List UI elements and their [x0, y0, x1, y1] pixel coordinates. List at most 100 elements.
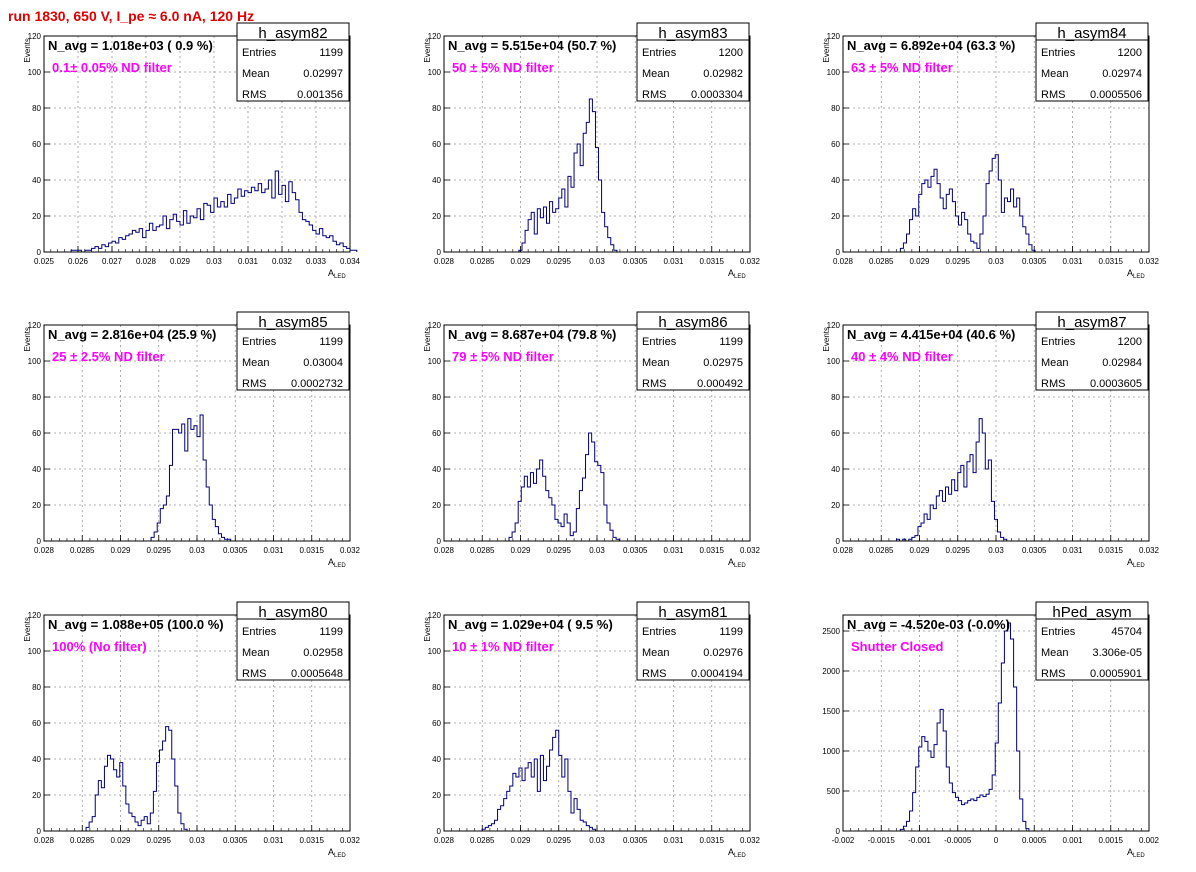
x-tick-label: 0.0315 [700, 546, 725, 555]
y-tick-label: 60 [432, 719, 441, 728]
y-axis-label: Events [822, 327, 831, 351]
stats-label: Mean [642, 68, 670, 80]
stats-value: 0.02975 [703, 357, 743, 369]
y-tick-label: 40 [432, 755, 441, 764]
x-tick-label: 0.029 [909, 546, 930, 555]
filter-label: 25 ± 2.5% ND filter [52, 349, 165, 364]
histogram-line-h_asym82 [70, 170, 358, 253]
stats-label: RMS [1041, 668, 1065, 680]
stats-label: RMS [1041, 89, 1065, 101]
n-avg-header: N_avg = 1.018e+03 ( 0.9 %) [48, 38, 213, 53]
x-tick-label: 0.026 [68, 257, 89, 266]
stats-value: 1199 [319, 336, 343, 348]
x-tick-label: 0.0015 [1099, 836, 1124, 845]
y-axis-label: Events [423, 38, 432, 62]
y-tick-label: 80 [831, 393, 840, 402]
stats-label: Mean [642, 647, 670, 659]
x-axis-label-subscript: LED [334, 853, 346, 859]
stats-label: Entries [1041, 626, 1076, 638]
y-tick-label: 40 [831, 176, 840, 185]
y-axis-label: Events [23, 327, 32, 351]
y-tick-label: 0 [836, 827, 841, 836]
x-axis-label: ALED [1127, 557, 1145, 569]
histogram-line-h_asym83 [518, 98, 618, 252]
n-avg-header: N_avg = 1.088e+05 (100.0 %) [48, 617, 224, 632]
y-tick-label: 120 [428, 321, 442, 330]
histogram-line-h_asym81 [481, 729, 596, 831]
stats-value: 0.000492 [697, 378, 743, 390]
histogram-panel-h_asym85: 0.028 0.0285 0.029 0.0295 0.03 0.0305 0.031 0.0… [23, 311, 361, 569]
y-tick-label: 20 [32, 212, 41, 221]
y-tick-label: 20 [432, 791, 441, 800]
page-title: run 1830, 650 V, I_pe ≈ 6.0 nA, 120 Hz [8, 8, 255, 24]
x-tick-label: 0.028 [34, 546, 55, 555]
y-axis-label: Events [423, 617, 432, 641]
x-tick-label: 0.0305 [623, 257, 648, 266]
n-avg-header: N_avg = 4.415e+04 (40.6 %) [847, 327, 1015, 342]
x-tick-label: -0.0015 [868, 836, 896, 845]
y-tick-label: 20 [432, 501, 441, 510]
y-tick-label: 0 [836, 537, 841, 546]
y-tick-label: 1000 [822, 747, 840, 756]
stats-label: Mean [1041, 647, 1069, 659]
x-tick-label: 0.0295 [547, 836, 572, 845]
x-tick-label: 0.032 [1139, 257, 1160, 266]
n-avg-header: N_avg = -4.520e-03 (-0.0%) [847, 617, 1010, 632]
x-tick-label: 0.028 [833, 257, 854, 266]
plot-frame [43, 614, 351, 832]
x-tick-label: 0.03 [589, 836, 605, 845]
x-tick-label: 0.0285 [70, 546, 95, 555]
x-tick-label: 0.03 [589, 257, 605, 266]
x-tick-label: 0.028 [434, 836, 455, 845]
histogram-line-h_asym87 [896, 418, 1008, 542]
y-tick-label: 20 [831, 501, 840, 510]
filter-label: 63 ± 5% ND filter [851, 60, 953, 75]
y-tick-label: 120 [28, 611, 42, 620]
x-tick-label: 0.029 [110, 546, 131, 555]
y-tick-label: 20 [32, 791, 41, 800]
x-axis-label-subscript: LED [734, 563, 746, 569]
x-tick-label: 0.028 [434, 257, 455, 266]
plot-frame [443, 324, 751, 542]
y-tick-label: 20 [432, 212, 441, 221]
x-tick-label: 0.034 [340, 257, 361, 266]
x-tick-label: 0.0305 [223, 836, 248, 845]
stats-label: RMS [642, 89, 666, 101]
stats-label: Entries [242, 336, 277, 348]
x-tick-label: 0.028 [434, 546, 455, 555]
x-tick-label: 0.031 [263, 836, 284, 845]
y-tick-label: 2000 [822, 667, 840, 676]
y-tick-label: 0 [37, 248, 42, 257]
stats-label: RMS [242, 668, 266, 680]
x-axis-label: ALED [728, 847, 746, 859]
plot-frame [842, 35, 1150, 253]
stats-label: Entries [242, 47, 277, 59]
stats-hist-name: h_asym87 [1057, 314, 1126, 331]
stats-hist-name: h_asym82 [258, 25, 327, 42]
y-tick-label: 100 [28, 68, 42, 77]
histogram-line-h_asym84 [899, 154, 1036, 252]
y-axis-label: Events [822, 38, 831, 62]
x-tick-label: 0.0305 [1022, 257, 1047, 266]
y-tick-label: 60 [831, 140, 840, 149]
x-tick-label: 0.03 [189, 546, 205, 555]
y-tick-label: 0 [37, 537, 42, 546]
y-tick-label: 60 [32, 719, 41, 728]
n-avg-header: N_avg = 2.816e+04 (25.9 %) [48, 327, 216, 342]
x-tick-label: 0.029 [909, 257, 930, 266]
x-axis-label-subscript: LED [734, 274, 746, 280]
x-tick-label: 0.032 [740, 257, 761, 266]
stats-value: 0.0004194 [691, 668, 743, 680]
x-tick-label: -0.0005 [944, 836, 972, 845]
y-tick-label: 0 [437, 248, 442, 257]
x-axis-label-subscript: LED [1133, 563, 1145, 569]
filter-label: 79 ± 5% ND filter [452, 349, 554, 364]
stats-value: 0.0002732 [291, 378, 343, 390]
y-tick-label: 0 [836, 248, 841, 257]
stats-label: RMS [242, 378, 266, 390]
y-tick-label: 100 [28, 647, 42, 656]
stats-hist-name: h_asym84 [1057, 25, 1126, 42]
n-avg-header: N_avg = 8.687e+04 (79.8 %) [448, 327, 616, 342]
x-tick-label: 0.028 [136, 257, 157, 266]
stats-value: 1200 [1118, 47, 1142, 59]
